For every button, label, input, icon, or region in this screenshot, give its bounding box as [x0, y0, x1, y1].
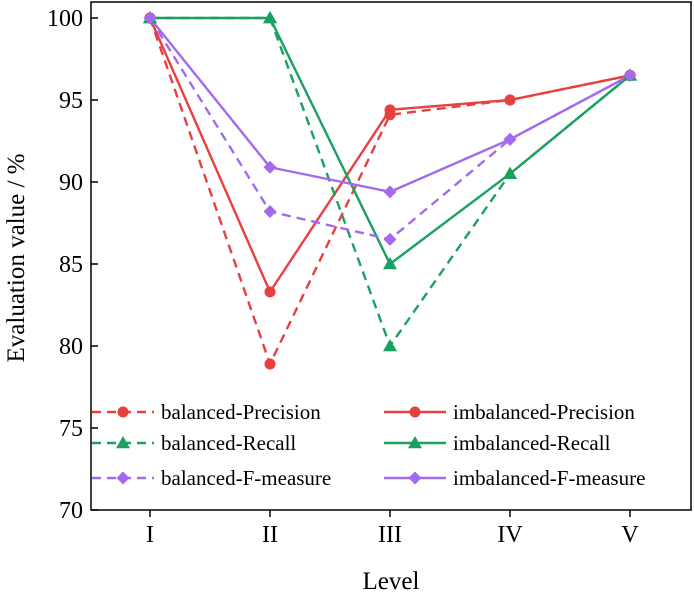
x-tick-label: II [262, 522, 278, 548]
watermark: 知乎 @地质工程前沿分享 [452, 556, 644, 576]
data-point-imbalanced-F-measure [623, 68, 637, 82]
series-markers [143, 11, 637, 370]
legend-label: balanced-F-measure [161, 466, 331, 490]
legend-swatch-marker [117, 406, 129, 418]
data-point-imbalanced-Recall [263, 11, 277, 24]
data-point-imbalanced-Precision [264, 286, 276, 298]
data-point-balanced-Precision [264, 358, 276, 370]
x-axis-label: Level [363, 568, 420, 593]
data-point-imbalanced-F-measure [143, 11, 157, 25]
series-line-imbalanced-Recall [150, 16, 631, 266]
plot-frame [90, 1, 692, 511]
y-tick-label: 70 [59, 498, 83, 524]
series-layer [143, 11, 637, 370]
series-line-imbalanced-Precision [148, 17, 631, 294]
legend-label: imbalanced-Precision [453, 400, 635, 424]
data-point-balanced-F-measure [263, 205, 277, 219]
x-tick-label: I [146, 522, 154, 548]
data-point-imbalanced-F-measure [503, 132, 517, 146]
legend-swatch-marker [408, 436, 422, 449]
y-tick-label: 100 [47, 6, 83, 32]
legend-swatch-marker [409, 406, 421, 418]
data-point-imbalanced-F-measure [383, 185, 397, 199]
data-point-balanced-F-measure [383, 232, 397, 246]
x-tick-label: IV [497, 522, 523, 548]
x-tick-label: III [378, 522, 402, 548]
legend-label: balanced-Recall [161, 431, 296, 455]
data-point-balanced-Recall [383, 339, 397, 352]
legend-label: imbalanced-F-measure [453, 466, 645, 490]
legend-item-imbalanced-F-measure: imbalanced-F-measure [384, 466, 645, 490]
legend-swatch-marker [408, 471, 422, 485]
legend-item-balanced-Recall: balanced-Recall [92, 431, 296, 455]
series-line-balanced-F-measure [148, 17, 631, 241]
legend-swatch-marker [116, 436, 130, 449]
legend-item-balanced-F-measure: balanced-F-measure [92, 466, 331, 490]
legend-label: imbalanced-Recall [453, 431, 611, 455]
data-point-imbalanced-Precision [384, 104, 396, 116]
x-axis: I II III IV V [146, 510, 639, 548]
legend-item-balanced-Precision: balanced-Precision [92, 400, 321, 424]
legend: balanced-Precision imbalanced-Precision ba… [92, 400, 645, 490]
data-point-imbalanced-Precision [504, 94, 516, 106]
y-axis: 70 75 80 85 90 95 100 [47, 6, 98, 524]
legend-label: balanced-Precision [161, 400, 321, 424]
legend-item-imbalanced-Precision: imbalanced-Precision [384, 400, 635, 424]
y-tick-label: 85 [59, 252, 83, 278]
legend-item-imbalanced-Recall: imbalanced-Recall [384, 431, 611, 455]
y-tick-label: 80 [59, 334, 83, 360]
legend-swatch-marker [116, 471, 130, 485]
data-point-imbalanced-Recall [503, 166, 517, 180]
y-tick-label: 75 [59, 416, 83, 442]
y-tick-label: 95 [59, 88, 83, 114]
y-tick-label: 90 [59, 170, 83, 196]
data-point-imbalanced-Recall [383, 257, 397, 270]
y-axis-label: Evaluation value / % [3, 154, 30, 363]
x-tick-label: V [621, 522, 639, 548]
data-point-imbalanced-F-measure [263, 160, 277, 174]
series-line-balanced-Precision [148, 17, 631, 366]
